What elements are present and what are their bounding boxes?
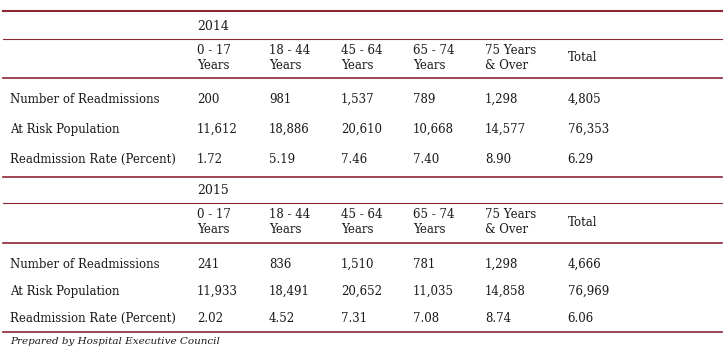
Text: 1,510: 1,510 bbox=[341, 258, 374, 271]
Text: 981: 981 bbox=[269, 93, 291, 106]
Text: 241: 241 bbox=[197, 258, 219, 271]
Text: 0 - 17
Years: 0 - 17 Years bbox=[197, 44, 231, 72]
Text: 2014: 2014 bbox=[197, 20, 229, 33]
Text: Readmission Rate (Percent): Readmission Rate (Percent) bbox=[10, 312, 176, 324]
Text: 7.08: 7.08 bbox=[413, 312, 439, 324]
Text: 5.19: 5.19 bbox=[269, 153, 295, 166]
Text: Number of Readmissions: Number of Readmissions bbox=[10, 93, 160, 106]
Text: 789: 789 bbox=[413, 93, 435, 106]
Text: 18 - 44
Years: 18 - 44 Years bbox=[269, 208, 310, 236]
Text: 20,610: 20,610 bbox=[341, 123, 382, 136]
Text: Total: Total bbox=[568, 216, 597, 229]
Text: 1,298: 1,298 bbox=[485, 93, 518, 106]
Text: 7.40: 7.40 bbox=[413, 153, 439, 166]
Text: 14,577: 14,577 bbox=[485, 123, 526, 136]
Text: 200: 200 bbox=[197, 93, 220, 106]
Text: 45 - 64
Years: 45 - 64 Years bbox=[341, 44, 382, 72]
Text: 7.31: 7.31 bbox=[341, 312, 367, 324]
Text: 18 - 44
Years: 18 - 44 Years bbox=[269, 44, 310, 72]
Text: 1.72: 1.72 bbox=[197, 153, 223, 166]
Text: 7.46: 7.46 bbox=[341, 153, 367, 166]
Text: 1,537: 1,537 bbox=[341, 93, 375, 106]
Text: At Risk Population: At Risk Population bbox=[10, 123, 120, 136]
Text: 11,612: 11,612 bbox=[197, 123, 238, 136]
Text: 76,969: 76,969 bbox=[568, 285, 609, 298]
Text: 4.52: 4.52 bbox=[269, 312, 295, 324]
Text: 18,491: 18,491 bbox=[269, 285, 310, 298]
Text: 76,353: 76,353 bbox=[568, 123, 609, 136]
Text: 14,858: 14,858 bbox=[485, 285, 526, 298]
Text: 18,886: 18,886 bbox=[269, 123, 310, 136]
Text: 75 Years
& Over: 75 Years & Over bbox=[485, 208, 536, 236]
Text: Number of Readmissions: Number of Readmissions bbox=[10, 258, 160, 271]
Text: 2015: 2015 bbox=[197, 184, 229, 197]
Text: 1,298: 1,298 bbox=[485, 258, 518, 271]
Text: 65 - 74
Years: 65 - 74 Years bbox=[413, 208, 455, 236]
Text: 20,652: 20,652 bbox=[341, 285, 382, 298]
Text: 836: 836 bbox=[269, 258, 291, 271]
Text: 45 - 64
Years: 45 - 64 Years bbox=[341, 208, 382, 236]
Text: 4,805: 4,805 bbox=[568, 93, 601, 106]
Text: 11,933: 11,933 bbox=[197, 285, 238, 298]
Text: Total: Total bbox=[568, 51, 597, 64]
Text: 65 - 74
Years: 65 - 74 Years bbox=[413, 44, 455, 72]
Text: 10,668: 10,668 bbox=[413, 123, 454, 136]
Text: 6.29: 6.29 bbox=[568, 153, 594, 166]
Text: 781: 781 bbox=[413, 258, 435, 271]
Text: 2.02: 2.02 bbox=[197, 312, 223, 324]
Text: 8.90: 8.90 bbox=[485, 153, 511, 166]
Text: 6.06: 6.06 bbox=[568, 312, 594, 324]
Text: 0 - 17
Years: 0 - 17 Years bbox=[197, 208, 231, 236]
Text: 11,035: 11,035 bbox=[413, 285, 454, 298]
Text: Readmission Rate (Percent): Readmission Rate (Percent) bbox=[10, 153, 176, 166]
Text: At Risk Population: At Risk Population bbox=[10, 285, 120, 298]
Text: 75 Years
& Over: 75 Years & Over bbox=[485, 44, 536, 72]
Text: 4,666: 4,666 bbox=[568, 258, 601, 271]
Text: 8.74: 8.74 bbox=[485, 312, 511, 324]
Text: Prepared by Hospital Executive Council: Prepared by Hospital Executive Council bbox=[10, 337, 220, 346]
